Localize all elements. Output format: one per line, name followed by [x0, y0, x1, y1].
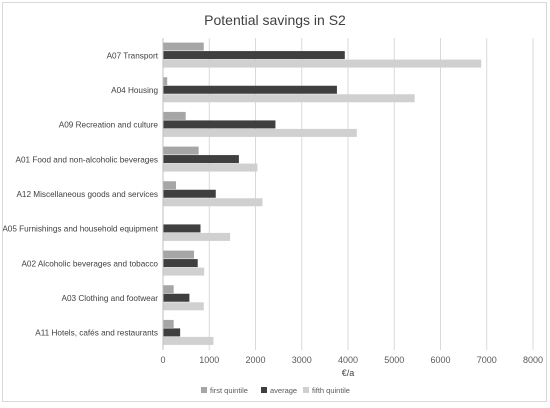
bar	[163, 146, 199, 155]
x-tick-label: 1000	[199, 355, 219, 365]
x-tick-label: 0	[160, 355, 165, 365]
bar	[163, 111, 186, 120]
legend-swatch	[201, 387, 207, 393]
x-tick-label: 4000	[338, 355, 358, 365]
legend-swatch	[261, 387, 267, 393]
bar	[163, 128, 357, 137]
bar	[163, 85, 337, 94]
x-tick-label: 3000	[292, 355, 312, 365]
category-label: A09 Recreation and culture	[59, 121, 159, 130]
category-label: A11 Hotels, cafés and restaurants	[35, 329, 158, 338]
x-tick-label: 6000	[430, 355, 450, 365]
bar	[163, 259, 198, 268]
category-label: A04 Housing	[111, 86, 158, 95]
category-label: A12 Miscellaneous goods and services	[16, 190, 158, 199]
bar	[163, 319, 174, 328]
bar	[163, 120, 276, 129]
category-label: A05 Furnishings and household equipment	[3, 225, 159, 234]
bar	[163, 336, 214, 345]
bar	[163, 232, 231, 241]
category-label: A02 Alcoholic beverages and tobacco	[21, 259, 158, 268]
bar	[163, 224, 201, 233]
chart-frame: Potential savings in S2 A07 Transport A04…	[2, 2, 547, 402]
bar	[163, 51, 345, 60]
bar	[163, 181, 176, 190]
bars	[163, 42, 482, 345]
x-axis-title: €/a	[342, 368, 355, 378]
bar	[163, 77, 168, 86]
category-label: A03 Clothing and footwear	[62, 294, 159, 303]
bar	[163, 328, 181, 337]
bar	[163, 94, 415, 103]
legend-label: average	[270, 386, 297, 395]
chart-title: Potential savings in S2	[204, 12, 346, 28]
legend-swatch	[303, 387, 309, 393]
x-tick-label: 2000	[245, 355, 265, 365]
bar	[163, 189, 216, 198]
legend-label: fifth quintile	[312, 386, 350, 395]
legend: first quintile average fifth quintile	[201, 386, 350, 395]
bar	[163, 285, 174, 294]
x-tick-label: 5000	[384, 355, 404, 365]
bar	[163, 155, 239, 164]
bar	[163, 198, 263, 207]
category-labels: A07 Transport A04 Housing A09 Recreation a…	[2, 51, 159, 338]
category-label: A01 Food and non-alcoholic beverages	[16, 155, 158, 164]
legend-label: first quintile	[210, 386, 248, 395]
bar	[163, 250, 195, 259]
bar	[163, 293, 190, 302]
bar	[163, 302, 204, 311]
x-tick-labels: 0 1000 2000 3000 4000 5000 6000 7000 8000	[160, 355, 543, 365]
bar	[163, 163, 258, 172]
bar	[163, 42, 204, 51]
bar-chart: Potential savings in S2 A07 Transport A04…	[2, 12, 543, 395]
bar	[163, 59, 482, 68]
x-tick-label: 7000	[477, 355, 497, 365]
x-tick-label: 8000	[523, 355, 543, 365]
gridlines	[162, 38, 534, 350]
bar	[163, 267, 205, 276]
category-label: A07 Transport	[107, 51, 159, 60]
